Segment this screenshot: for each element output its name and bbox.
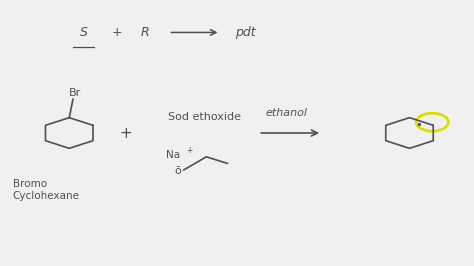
Text: Bromo
Cyclohexane: Bromo Cyclohexane	[12, 179, 80, 201]
Text: S: S	[80, 26, 87, 39]
Text: +: +	[119, 126, 132, 140]
Text: +: +	[111, 26, 122, 39]
Text: Br: Br	[69, 88, 82, 98]
Text: ō: ō	[174, 166, 182, 176]
Text: +: +	[186, 146, 193, 155]
Text: Sod ethoxide: Sod ethoxide	[168, 112, 241, 122]
Text: pdt: pdt	[235, 26, 255, 39]
Text: ethanol: ethanol	[265, 108, 308, 118]
Text: Na: Na	[166, 151, 180, 160]
Text: R: R	[140, 26, 149, 39]
